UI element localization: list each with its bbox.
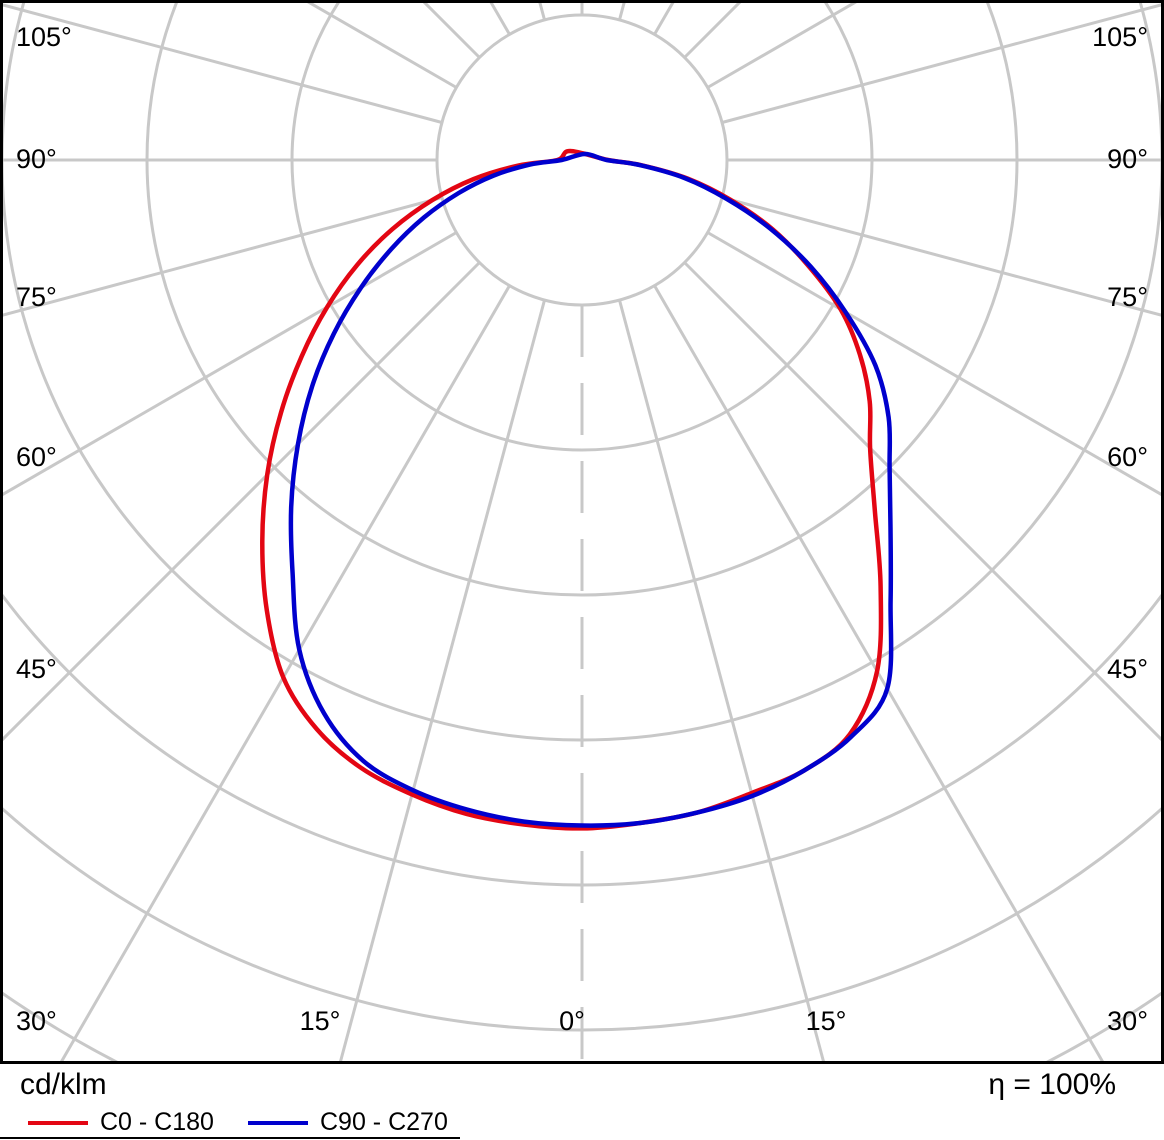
angle-label-right: 30° [1107, 1006, 1148, 1036]
polar-plot: 105° 90° 75° 60° 45° 30° 105° 90° 75° 60° 45° 30° 15… [0, 0, 1164, 1064]
grid-radial-line [721, 3, 1161, 124]
angle-label-bottom: 0° [559, 1006, 585, 1036]
angle-label-left: 30° [16, 1006, 57, 1036]
angle-label-right: 60° [1107, 442, 1148, 472]
grid-radial-line [3, 261, 481, 742]
angle-label-left: 75° [16, 282, 57, 312]
legend-label-c0-c180: C0 - C180 [100, 1108, 214, 1136]
grid-radial-line [683, 261, 1161, 742]
grid-radial-line [706, 231, 1161, 497]
legend-item-c0-c180: C0 - C180 [28, 1110, 214, 1135]
grid-radial-line [618, 299, 825, 1061]
angle-label-left: 60° [16, 442, 57, 472]
unit-label: cd/klm [20, 1068, 107, 1101]
grid-radial-line [339, 299, 546, 1061]
angle-label-right: 105° [1092, 22, 1148, 52]
angle-label-left: 105° [16, 22, 72, 52]
grid-radial-line [653, 284, 1104, 1061]
legend-swatch-c90-c270 [248, 1120, 308, 1125]
angle-label-left: 45° [16, 654, 57, 684]
grid-radial-line [721, 196, 1161, 317]
efficiency-label: η = 100% [988, 1068, 1116, 1101]
grid-radial-line [3, 3, 443, 124]
grid-radial-line [60, 284, 511, 1061]
grid-radial-line [3, 231, 458, 497]
divider [0, 1137, 460, 1139]
angle-label-right: 75° [1107, 282, 1148, 312]
angle-label-right: 45° [1107, 654, 1148, 684]
polar-chart-svg: 105° 90° 75° 60° 45° 30° 105° 90° 75° 60° 45° 30° 15… [0, 0, 1164, 1064]
diagram-footer: cd/klm η = 100% C0 - C180 C90 - C270 [0, 1064, 1164, 1140]
legend-item-c90-c270: C90 - C270 [248, 1110, 448, 1135]
angle-label-bottom: 15° [300, 1006, 341, 1036]
legend-label-c90-c270: C90 - C270 [320, 1108, 448, 1136]
curve-c90-c270 [288, 151, 894, 828]
angle-label-left: 90° [16, 144, 57, 174]
angle-label-right: 90° [1107, 144, 1148, 174]
angle-label-bottom: 15° [806, 1006, 847, 1036]
legend-swatch-c0-c180 [28, 1120, 88, 1125]
grid-radial-line [3, 196, 443, 317]
